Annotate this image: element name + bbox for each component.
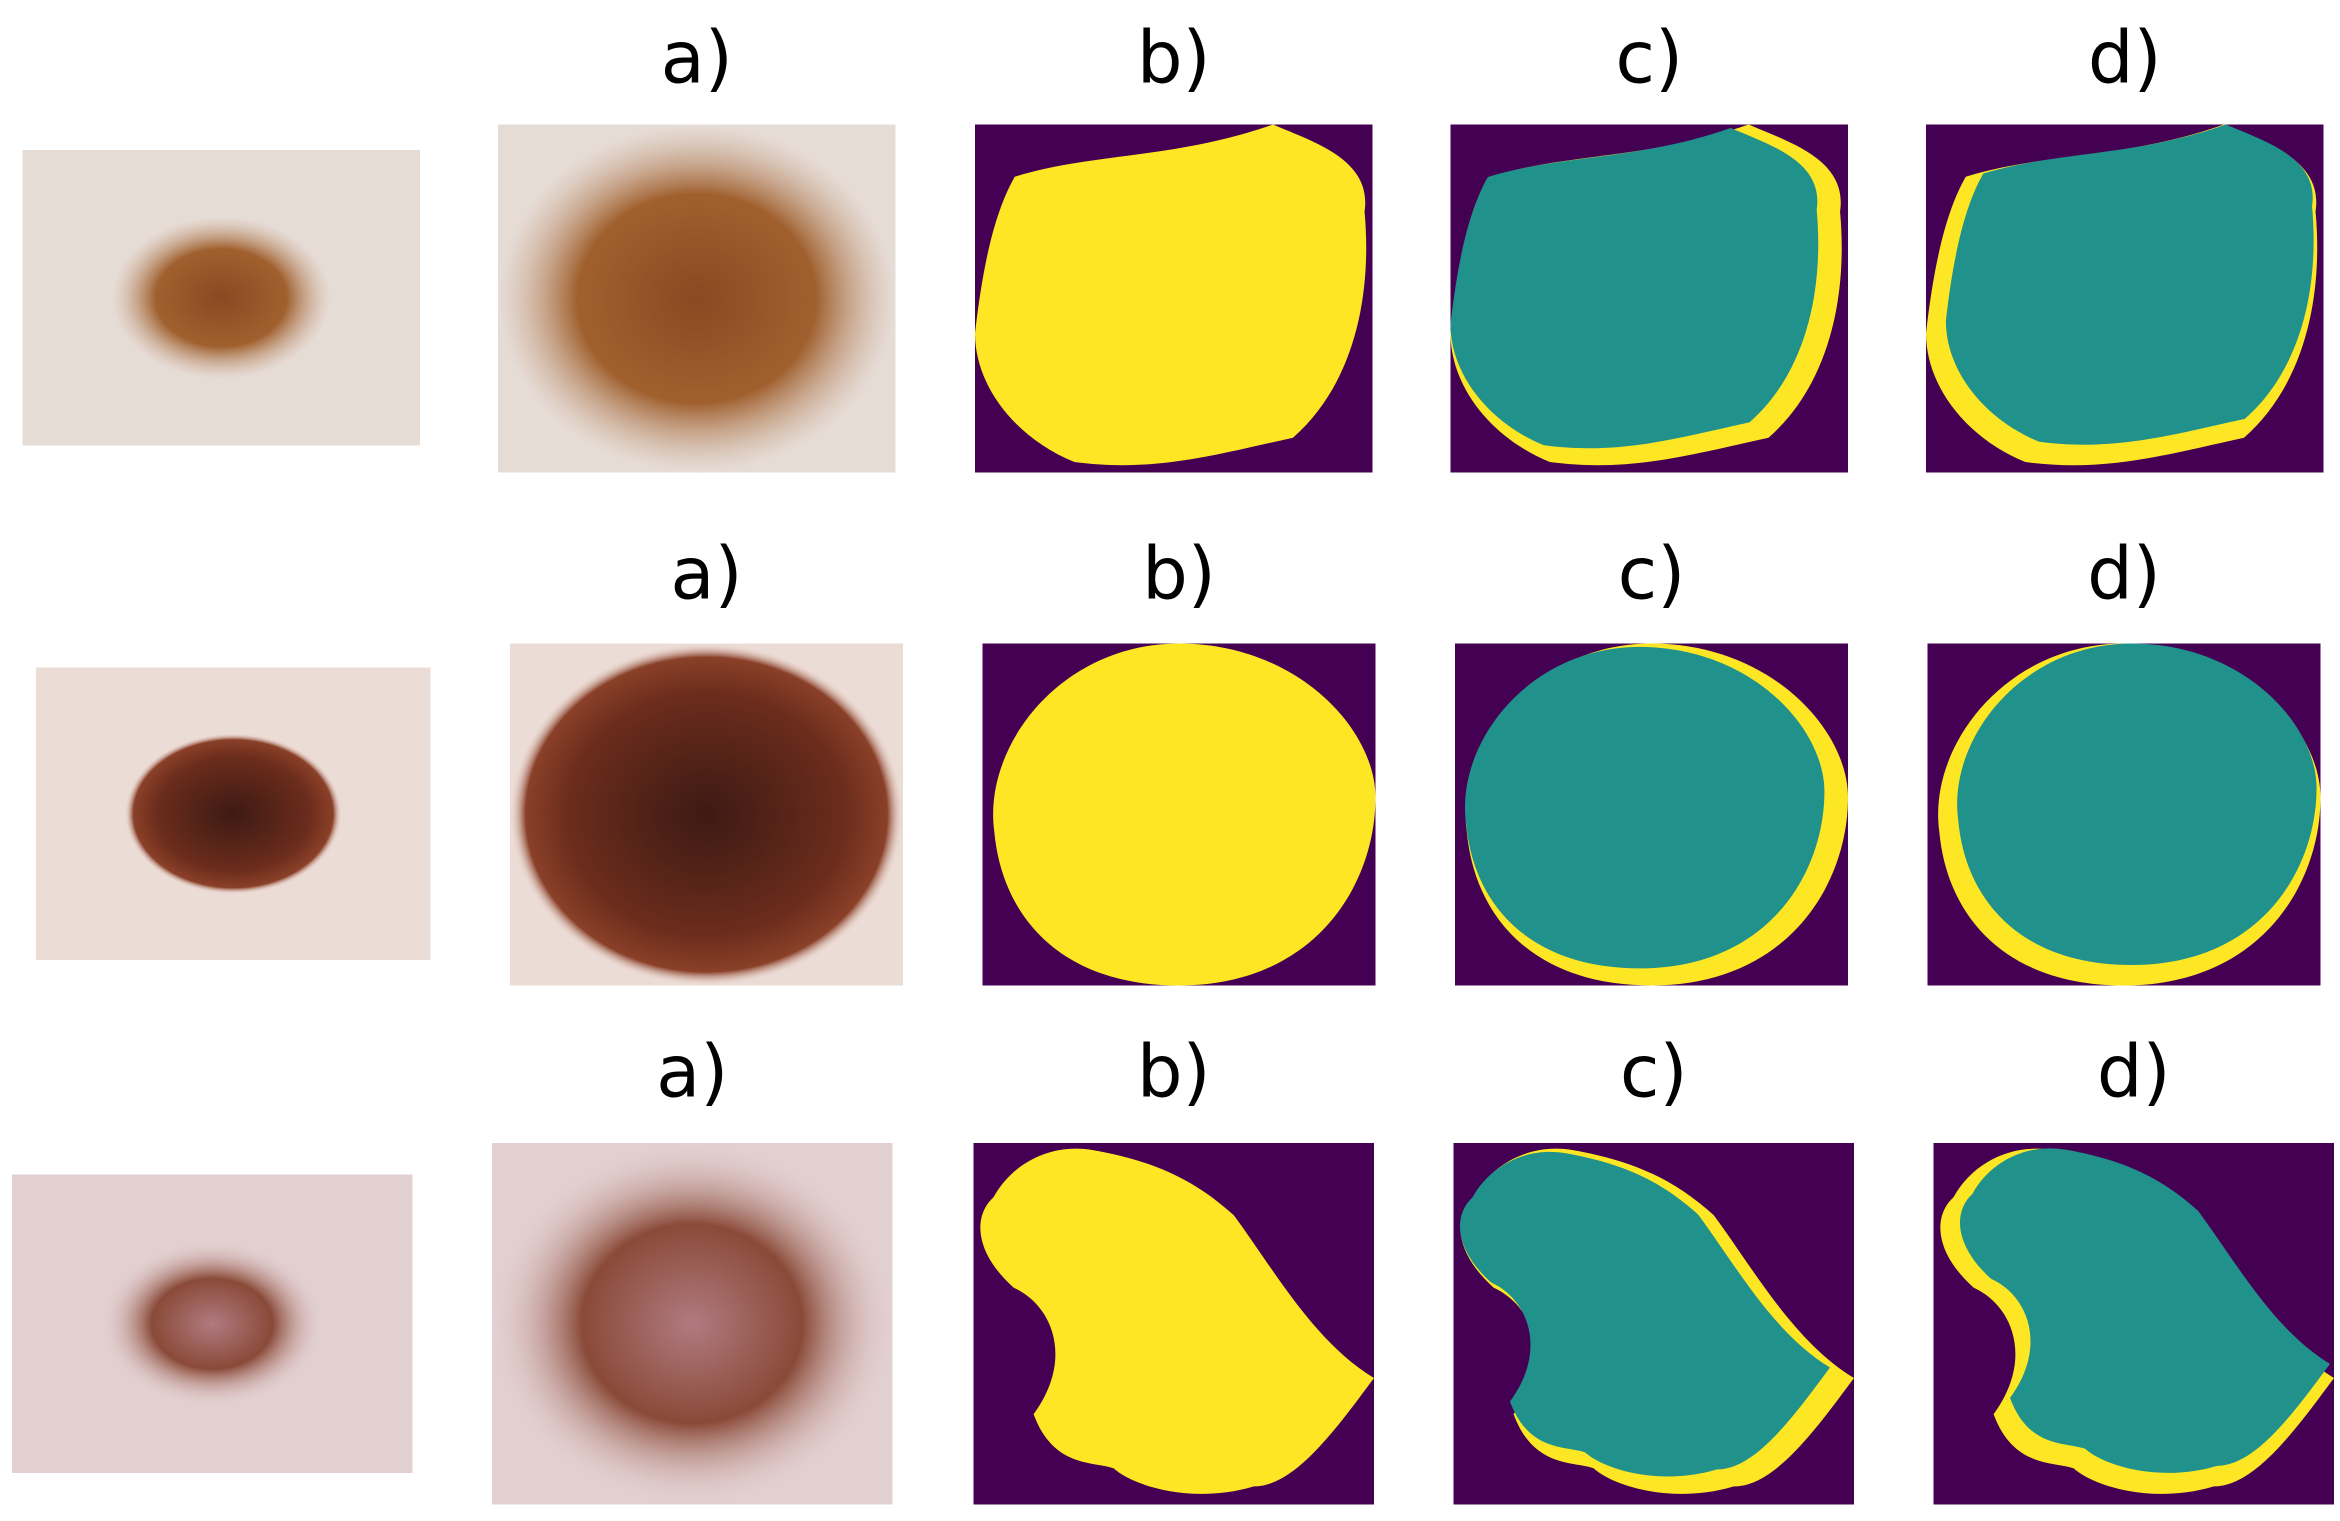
panel-label: c) xyxy=(1615,16,1683,100)
panel-label: a) xyxy=(670,532,742,616)
figure-row: a) b) c) d) xyxy=(22,16,2324,473)
lesion xyxy=(111,216,331,380)
mask-ground-truth xyxy=(980,1148,1374,1494)
lesion xyxy=(102,1241,323,1406)
panel-label: b) xyxy=(1142,532,1216,616)
panel-label: b) xyxy=(1137,1030,1211,1114)
mask-prediction xyxy=(1450,127,1819,449)
figure-row: a) b) c) d) xyxy=(36,532,2321,986)
lesion xyxy=(498,124,896,473)
mask-prediction xyxy=(1459,1151,1830,1477)
mask-ground-truth xyxy=(975,124,1367,466)
lesion xyxy=(124,733,342,895)
mask-ground-truth xyxy=(993,643,1376,986)
mask-prediction xyxy=(1464,646,1825,969)
panel-label: d) xyxy=(2087,532,2161,616)
panel-label: c) xyxy=(1620,1030,1688,1114)
lesion xyxy=(492,1143,893,1505)
panel-label: c) xyxy=(1618,532,1686,616)
panel-label: a) xyxy=(656,1030,728,1114)
mask-prediction xyxy=(1959,1148,2330,1473)
mask-prediction xyxy=(1945,124,2314,445)
figure-row: a) b) c) d) xyxy=(12,1030,2334,1505)
panel-label: b) xyxy=(1137,16,1211,100)
panel-label: d) xyxy=(2097,1030,2171,1114)
mask-prediction xyxy=(1957,643,2317,965)
lesion xyxy=(510,643,903,986)
panel-label: d) xyxy=(2088,16,2162,100)
panel-label: a) xyxy=(661,16,733,100)
